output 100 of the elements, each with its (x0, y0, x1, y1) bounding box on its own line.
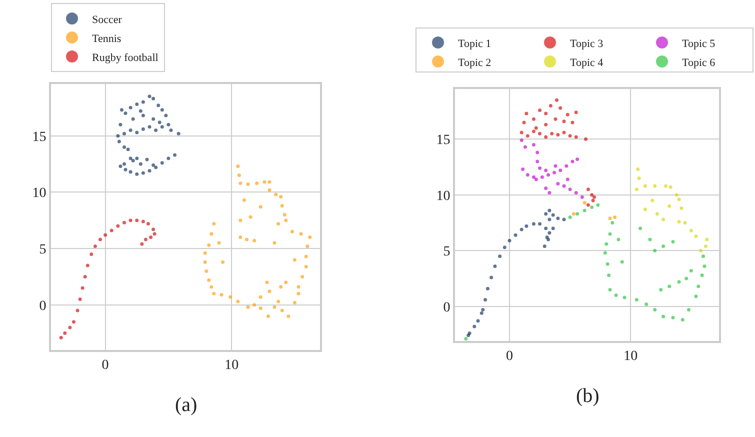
point (124, 168, 128, 172)
point (566, 112, 570, 116)
point (520, 138, 524, 142)
point (655, 212, 659, 216)
y-tick-label: 15 (32, 130, 46, 145)
point (570, 120, 574, 124)
point (141, 114, 145, 118)
point (156, 104, 160, 108)
point (221, 260, 225, 264)
point (576, 212, 580, 216)
point (590, 205, 594, 209)
legend-label: Topic 1 (458, 38, 492, 50)
x-tick-label: 0 (506, 348, 513, 364)
legend-label: Topic 3 (570, 38, 604, 50)
point (131, 158, 135, 162)
point (700, 273, 704, 277)
point (704, 244, 708, 248)
point (702, 254, 706, 258)
point (680, 318, 684, 322)
y-tick-label: 0 (39, 298, 46, 314)
point (508, 238, 512, 242)
point (268, 188, 272, 192)
point (486, 286, 490, 290)
point (574, 110, 578, 114)
point (304, 254, 308, 258)
point (255, 181, 259, 185)
point (568, 215, 572, 219)
point (126, 148, 130, 152)
point (212, 222, 216, 226)
point (689, 228, 693, 232)
point (493, 264, 497, 268)
point (584, 137, 588, 141)
point (166, 122, 170, 126)
point (252, 303, 256, 307)
point (306, 244, 310, 248)
point (116, 224, 120, 228)
point (152, 96, 156, 100)
point (502, 246, 506, 250)
point (544, 122, 548, 126)
point (674, 193, 678, 197)
point (568, 134, 572, 138)
point (694, 294, 698, 298)
point (152, 228, 156, 232)
point (671, 316, 675, 320)
point (586, 203, 590, 207)
point (643, 184, 647, 188)
point (122, 132, 126, 136)
point (526, 173, 530, 177)
point (558, 168, 562, 172)
point (146, 222, 150, 226)
point (135, 218, 139, 222)
point (268, 180, 272, 184)
point (245, 238, 248, 242)
point (680, 206, 684, 210)
point (574, 190, 578, 194)
point (93, 244, 97, 248)
point (568, 188, 572, 192)
point (613, 215, 617, 219)
point (664, 184, 668, 188)
point (659, 288, 663, 292)
point (290, 230, 294, 234)
point (265, 280, 269, 284)
point (124, 112, 128, 116)
point (481, 308, 485, 312)
point (638, 226, 642, 230)
point (548, 190, 552, 194)
point (210, 285, 214, 289)
point (83, 274, 87, 278)
point (556, 132, 560, 136)
point (650, 198, 654, 202)
point (476, 319, 480, 323)
point (110, 228, 114, 232)
point (272, 305, 276, 309)
point (164, 114, 168, 118)
legend-label: Tennis (92, 32, 122, 45)
point (141, 100, 145, 104)
point (551, 226, 555, 230)
point (538, 166, 542, 170)
point (276, 300, 280, 304)
point (135, 156, 139, 160)
point (538, 108, 542, 112)
point (118, 164, 122, 168)
point (570, 160, 574, 164)
point (140, 242, 144, 246)
point (534, 126, 538, 130)
point (464, 337, 468, 341)
point (606, 262, 610, 266)
point (684, 276, 688, 280)
point (128, 218, 132, 222)
point (558, 106, 562, 110)
point (296, 285, 300, 289)
point (274, 192, 278, 196)
point (122, 145, 126, 149)
point (212, 292, 216, 296)
point (705, 238, 709, 242)
point (551, 213, 555, 217)
point (98, 238, 102, 242)
point (536, 150, 540, 154)
point (671, 240, 675, 244)
point (544, 168, 548, 172)
